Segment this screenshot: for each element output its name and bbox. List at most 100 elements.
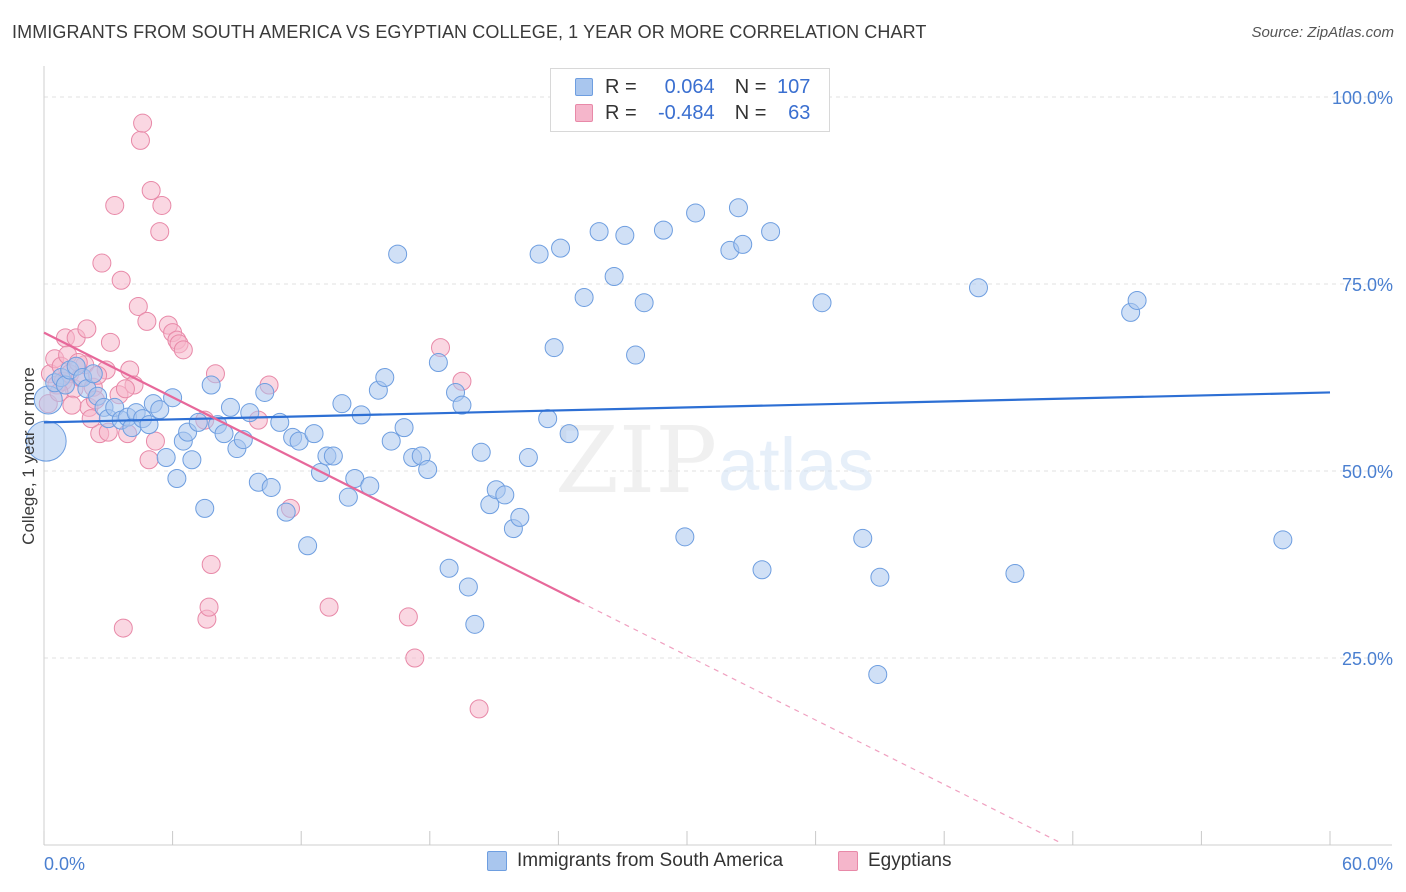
south-america-point (728, 198, 748, 218)
south-america-point (418, 460, 438, 480)
bottom-legend-swatch-pink (838, 851, 858, 871)
south-america-point (375, 368, 395, 387)
egyptian-point (100, 332, 120, 352)
tick-labels: 100.0% 75.0% 50.0% 25.0% 0.0% 60.0% (44, 88, 1393, 874)
egyptian-trend-line (43, 331, 581, 603)
south-america-point (653, 220, 673, 240)
x-tick-label: 60.0% (1342, 854, 1393, 874)
south-america-point (83, 364, 103, 384)
south-america-point (298, 536, 318, 556)
egyptian-point (201, 555, 221, 574)
south-america-point (870, 567, 890, 587)
egyptian-point (173, 340, 193, 360)
egyptian-point (141, 181, 161, 200)
egyptian-point (469, 699, 489, 719)
bottom-legend-label: Immigrants from South America (517, 850, 784, 871)
egyptian-point (77, 319, 97, 339)
south-america-point (195, 498, 215, 518)
egyptian-point (92, 253, 112, 273)
egyptian-point (139, 450, 159, 470)
legend-n-value: 63 (788, 101, 811, 124)
south-america-point (188, 412, 208, 432)
egyptian-point (405, 648, 425, 668)
trend-lines (43, 331, 1331, 845)
legend-r-label: R = (605, 75, 637, 98)
south-america-point (529, 244, 549, 264)
south-america-point (304, 424, 324, 444)
south-america-point (323, 446, 343, 466)
south-america-point (182, 450, 202, 470)
south-america-point (139, 415, 159, 435)
bottom-legend-south-america: Immigrants from South America (487, 850, 783, 872)
south-america-point (439, 558, 459, 578)
y-tick-label: 75.0% (1342, 275, 1393, 295)
south-america-trend-line (43, 391, 1331, 424)
chart-title: IMMIGRANTS FROM SOUTH AMERICA VS EGYPTIA… (12, 22, 927, 42)
south-america-point (968, 278, 988, 298)
bottom-legend: Immigrants from South America Egyptians (0, 850, 1406, 880)
legend-box: R = 0.064 N = 107 R = -0.484 N = 63 (550, 68, 830, 132)
egyptian-point (130, 130, 150, 150)
egyptian-point (152, 195, 172, 215)
south-america-point (574, 287, 594, 307)
y-axis-label: College, 1 year or more (19, 367, 38, 545)
egyptian-point (105, 195, 125, 215)
legend-r-label: R = (605, 101, 637, 124)
south-america-point (495, 485, 515, 505)
south-america-point (589, 222, 609, 242)
south-america-point (1273, 530, 1293, 550)
south-america-point (465, 614, 485, 634)
watermark: ZIP atlas (555, 407, 874, 514)
south-america-point (544, 338, 564, 358)
watermark-atlas: atlas (718, 423, 874, 506)
south-america-point (853, 528, 873, 548)
south-america-point (733, 234, 753, 254)
egyptian-point (398, 607, 418, 627)
egyptian-point (150, 222, 170, 242)
south-america-point (338, 487, 358, 507)
legend-r-value: 0.064 (664, 75, 715, 98)
south-america-point (167, 468, 187, 488)
south-america-point (538, 409, 558, 429)
south-america-point (510, 507, 530, 527)
egyptian-point (319, 597, 339, 617)
egyptian-point (128, 296, 148, 316)
legend-n-label: N = (734, 101, 767, 124)
legend-n-label: N = (734, 75, 767, 98)
egyptian-point (111, 270, 131, 290)
south-america-point (559, 424, 579, 444)
egyptian-point (133, 113, 153, 133)
south-america-point (518, 448, 538, 468)
south-america-point (388, 244, 408, 264)
y-tick-label: 50.0% (1342, 462, 1393, 482)
watermark-zip: ZIP (555, 407, 717, 514)
south-america-point (626, 345, 646, 365)
egyptian-point (145, 431, 165, 451)
source-label: Source: ZipAtlas.com (1251, 24, 1394, 41)
south-america-point (471, 442, 491, 462)
south-america-point (261, 477, 281, 497)
south-america-point (761, 222, 781, 242)
south-america-point (452, 395, 472, 415)
egyptian-trend-extension (579, 601, 1063, 845)
south-america-point (25, 420, 67, 462)
south-america-point (381, 431, 401, 451)
egyptian-point (137, 311, 157, 331)
legend-swatch-blue (575, 78, 593, 96)
south-america-point (615, 225, 635, 245)
egyptian-point (62, 395, 82, 415)
bottom-legend-label: Egyptians (868, 850, 952, 871)
south-america-point (634, 293, 654, 313)
south-america-point (868, 664, 888, 684)
south-america-point (686, 203, 706, 223)
south-america-point (201, 375, 221, 395)
bottom-legend-swatch-blue (487, 851, 507, 871)
south-america-point (551, 238, 571, 258)
x-tick-label: 0.0% (44, 854, 85, 874)
south-america-point (276, 502, 296, 522)
south-america-point (332, 394, 352, 414)
south-america-point (345, 468, 365, 488)
egyptian-point (199, 597, 219, 617)
legend-r-value: -0.484 (657, 101, 715, 124)
